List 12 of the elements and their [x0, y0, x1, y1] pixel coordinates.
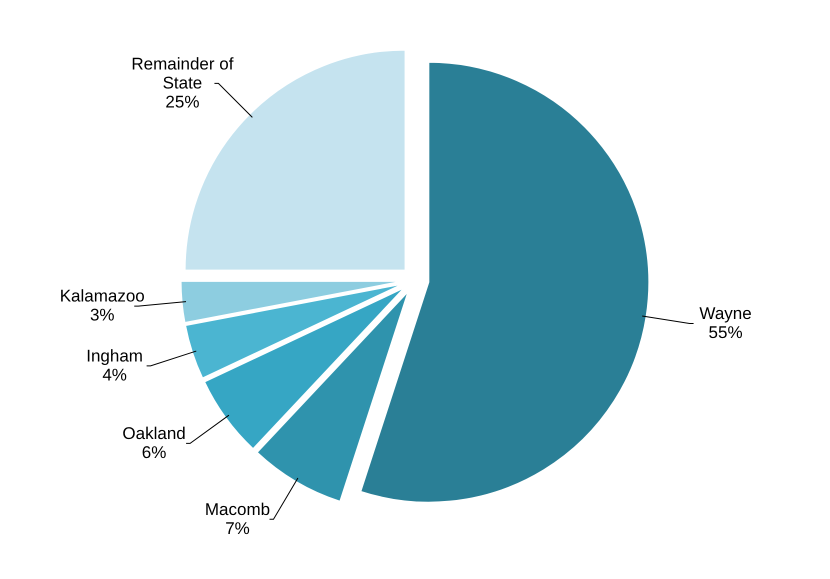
- data-label: 7%: [225, 518, 250, 538]
- data-label: 6%: [142, 442, 166, 462]
- data-label: 55%: [708, 322, 743, 342]
- data-label: 3%: [90, 306, 115, 325]
- data-label: 4%: [102, 365, 127, 384]
- data-label: 25%: [165, 92, 200, 112]
- slice-label: Remainder of State: [131, 54, 234, 92]
- slice-label: Macomb: [204, 500, 270, 519]
- slice-label: Oakland: [122, 424, 186, 443]
- slice-label: Wayne: [699, 304, 752, 323]
- slice-label: Kalamazoo: [60, 286, 145, 306]
- slice-label: Ingham: [86, 346, 143, 366]
